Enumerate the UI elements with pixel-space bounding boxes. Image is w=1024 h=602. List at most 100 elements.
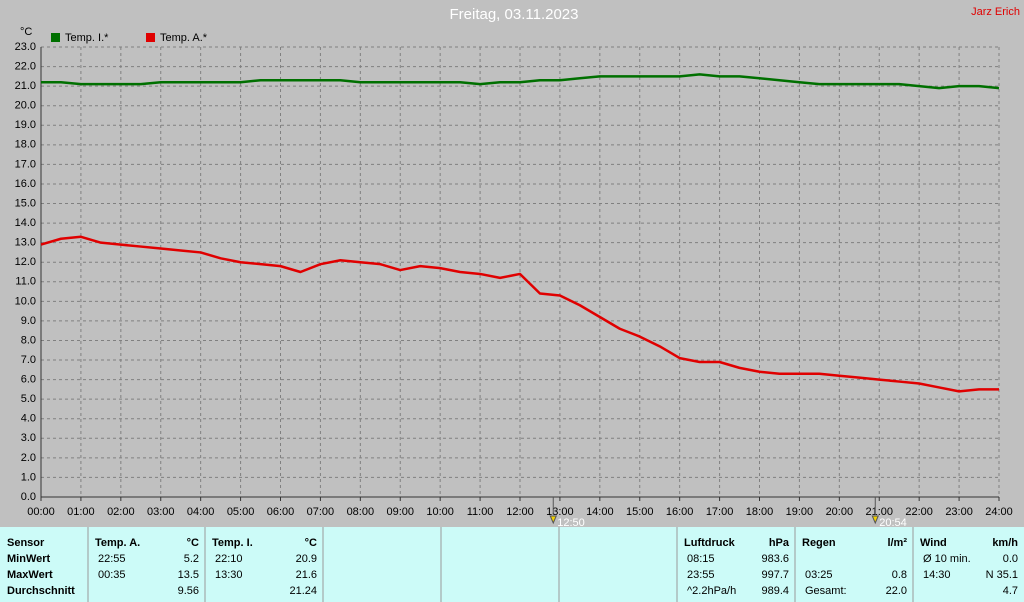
y-tick-label: 10.0 (15, 295, 36, 307)
cell-time: 13:30 (215, 569, 243, 581)
cell-value: 4.7 (1003, 585, 1018, 597)
x-tick-label: 16:00 (666, 506, 694, 518)
cell-value: 997.7 (761, 569, 789, 581)
y-unit: °C (20, 26, 32, 38)
y-tick-label: 9.0 (21, 315, 36, 327)
block-title: Luftdruck (684, 537, 736, 549)
y-tick-label: 12.0 (15, 256, 36, 268)
cell-time: ^2.2hPa/h (687, 585, 736, 597)
legend-label: Temp. A.* (160, 32, 208, 44)
line (40, 235, 999, 393)
x-tick-label: 21:00 (865, 506, 893, 518)
row-label: Durchschnitt (7, 585, 75, 597)
y-tick-label: 23.0 (15, 41, 36, 53)
row-label: MinWert (7, 553, 51, 565)
marker-icon (871, 515, 880, 525)
table-corner: Sensor (7, 537, 45, 549)
cell-time: Ø 10 min. (923, 553, 971, 565)
cell-value: 983.6 (761, 553, 789, 565)
y-tick-label: 5.0 (21, 393, 36, 405)
y-tick-label: 15.0 (15, 197, 36, 209)
block-unit: °C (187, 537, 199, 549)
y-tick-label: 1.0 (21, 471, 36, 483)
marker-label: 20:54 (879, 517, 907, 529)
y-tick-label: 13.0 (15, 237, 36, 249)
block-unit: km/h (992, 537, 1018, 549)
y-tick-label: 8.0 (21, 334, 36, 346)
y-tick-label: 11.0 (15, 276, 36, 288)
y-tick-label: 19.0 (15, 119, 36, 131)
block-unit: l/m² (887, 537, 907, 549)
cell-time: 03:25 (805, 569, 833, 581)
x-tick-label: 07:00 (307, 506, 335, 518)
y-tick-label: 3.0 (21, 432, 36, 444)
cell-value: 989.4 (761, 585, 789, 597)
block-title: Temp. A. (95, 537, 140, 549)
cell-time: 14:30 (923, 569, 951, 581)
y-tick-label: 18.0 (15, 139, 36, 151)
y-tick-label: 4.0 (21, 413, 36, 425)
cell-value: 5.2 (184, 553, 199, 565)
x-tick-label: 11:00 (467, 506, 494, 518)
y-tick-label: 16.0 (15, 178, 36, 190)
y-tick-label: 7.0 (21, 354, 36, 366)
x-tick-label: 20:00 (826, 506, 854, 518)
x-tick-label: 23:00 (945, 506, 973, 518)
cell-time: Gesamt: (805, 585, 847, 597)
y-tick-label: 14.0 (15, 217, 36, 229)
x-tick-label: 03:00 (147, 506, 175, 518)
marker-icon (549, 515, 558, 525)
y-tick-label: 2.0 (21, 452, 36, 464)
x-tick-label: 06:00 (267, 506, 295, 518)
x-tick-label: 05:00 (227, 506, 255, 518)
y-tick-label: 20.0 (15, 100, 36, 112)
line (41, 73, 1000, 90)
y-tick-label: 0.0 (21, 491, 36, 503)
y-tick-label: 22.0 (15, 60, 36, 72)
cell-time: 08:15 (687, 553, 715, 565)
cell-value: 20.9 (296, 553, 317, 565)
x-tick-label: 24:00 (985, 506, 1013, 518)
marker-label: 12:50 (557, 517, 585, 529)
cell-time: 23:55 (687, 569, 715, 581)
x-tick-label: 02:00 (107, 506, 135, 518)
legend-label: Temp. I.* (65, 32, 109, 44)
x-tick-label: 18:00 (746, 506, 774, 518)
y-tick-label: 6.0 (21, 374, 36, 386)
block-unit: °C (305, 537, 317, 549)
x-tick-label: 10:00 (426, 506, 454, 518)
block-unit: hPa (769, 537, 790, 549)
row-label: MaxWert (7, 569, 53, 581)
legend-swatch (146, 33, 155, 42)
x-tick-label: 08:00 (347, 506, 375, 518)
cell-value: 0.8 (892, 569, 907, 581)
cell-value: 0.0 (1003, 553, 1018, 565)
y-tick-label: 21.0 (15, 80, 36, 92)
x-tick-label: 00:00 (27, 506, 55, 518)
x-tick-label: 22:00 (905, 506, 933, 518)
y-tick-label: 17.0 (15, 158, 36, 170)
block-title: Regen (802, 537, 836, 549)
cell-value: 21.24 (289, 585, 317, 597)
cell-time: 22:55 (98, 553, 126, 565)
cell-time: 00:35 (98, 569, 126, 581)
chart-title: Freitag, 03.11.2023 (450, 6, 579, 23)
legend-swatch (51, 33, 60, 42)
x-tick-label: 14:00 (586, 506, 614, 518)
table-background (0, 527, 1024, 602)
x-tick-label: 15:00 (626, 506, 654, 518)
cell-value: 21.6 (296, 569, 317, 581)
cell-value: 9.56 (178, 585, 199, 597)
cell-time: 22:10 (215, 553, 243, 565)
block-title: Temp. I. (212, 537, 253, 549)
x-tick-label: 09:00 (386, 506, 414, 518)
x-tick-label: 12:00 (506, 506, 534, 518)
cell-value: 22.0 (886, 585, 907, 597)
x-tick-label: 19:00 (786, 506, 814, 518)
block-title: Wind (920, 537, 947, 549)
author: Jarz Erich (971, 6, 1020, 18)
x-tick-label: 04:00 (187, 506, 215, 518)
cell-value: 13.5 (178, 569, 199, 581)
x-tick-label: 17:00 (706, 506, 734, 518)
